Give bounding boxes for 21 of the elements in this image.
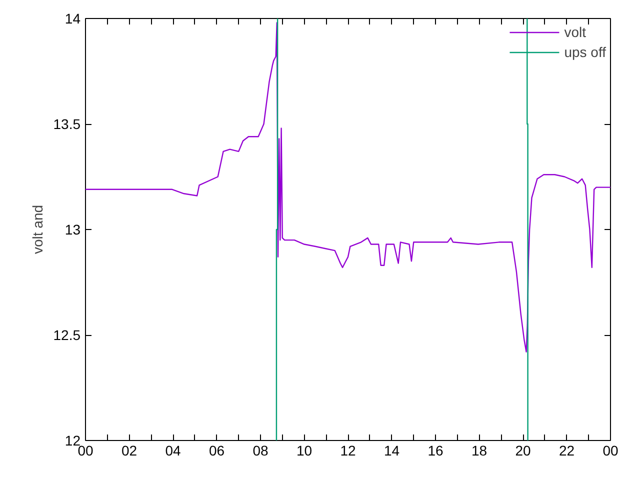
x-tick-label: 00 (78, 442, 94, 458)
x-tick-label: 00 (602, 442, 618, 458)
x-tick-label: 06 (208, 442, 225, 458)
x-tick-label: 16 (428, 442, 444, 458)
line-series (86, 22, 610, 352)
x-tick-label: 04 (165, 442, 181, 458)
x-tick-label: 14 (384, 442, 400, 458)
y-tick-label: 13 (64, 222, 81, 238)
legend-label: ups off (564, 44, 606, 60)
x-tick-label: 18 (471, 442, 488, 458)
x-tick-label: 10 (296, 442, 312, 458)
y-tick-label: 14 (64, 10, 81, 26)
legend-label: volt (564, 24, 586, 40)
y-tick-label: 12.5 (53, 327, 81, 343)
y-tick-label: 13.5 (53, 116, 81, 132)
x-tick-label: 02 (121, 442, 138, 458)
x-tick-label: 20 (515, 442, 531, 458)
x-tick-label: 12 (340, 442, 356, 458)
x-tick-label: 22 (558, 442, 575, 458)
x-tick-label: 08 (252, 442, 268, 458)
y-axis-title: volt and (29, 204, 46, 254)
